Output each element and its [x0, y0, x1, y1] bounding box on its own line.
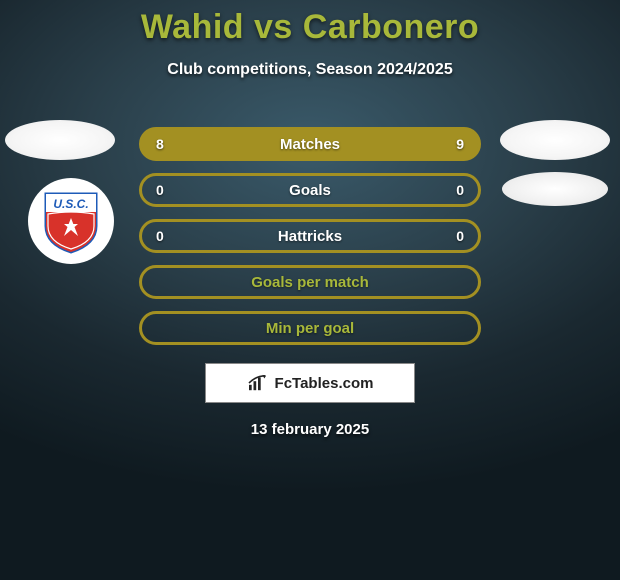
stat-label: Goals per match	[251, 274, 369, 291]
stat-left-value: 8	[156, 136, 164, 152]
stat-row: 0 Goals 0	[139, 173, 481, 207]
stat-label: Goals	[289, 182, 331, 199]
content-wrapper: Wahid vs Carbonero Club competitions, Se…	[0, 0, 620, 438]
stat-left-value: 0	[156, 182, 164, 198]
stat-row: 8 Matches 9	[139, 127, 481, 161]
stat-label: Matches	[280, 136, 340, 153]
fctables-attribution: FcTables.com	[205, 363, 415, 403]
stat-label: Min per goal	[266, 320, 354, 337]
bar-chart-icon	[247, 374, 269, 392]
stat-right-value: 9	[456, 136, 464, 152]
stat-row: 0 Hattricks 0	[139, 219, 481, 253]
stat-row: Min per goal	[139, 311, 481, 345]
stat-label: Hattricks	[278, 228, 342, 245]
fctables-text: FcTables.com	[275, 375, 374, 392]
page-title: Wahid vs Carbonero	[0, 0, 620, 47]
stat-right-value: 0	[456, 182, 464, 198]
date-line: 13 february 2025	[0, 421, 620, 438]
subtitle: Club competitions, Season 2024/2025	[0, 61, 620, 79]
stat-rows: 8 Matches 9 0 Goals 0 0 Hattricks 0 Goals per mat…	[0, 127, 620, 345]
stat-row: Goals per match	[139, 265, 481, 299]
stat-right-value: 0	[456, 228, 464, 244]
stat-left-value: 0	[156, 228, 164, 244]
